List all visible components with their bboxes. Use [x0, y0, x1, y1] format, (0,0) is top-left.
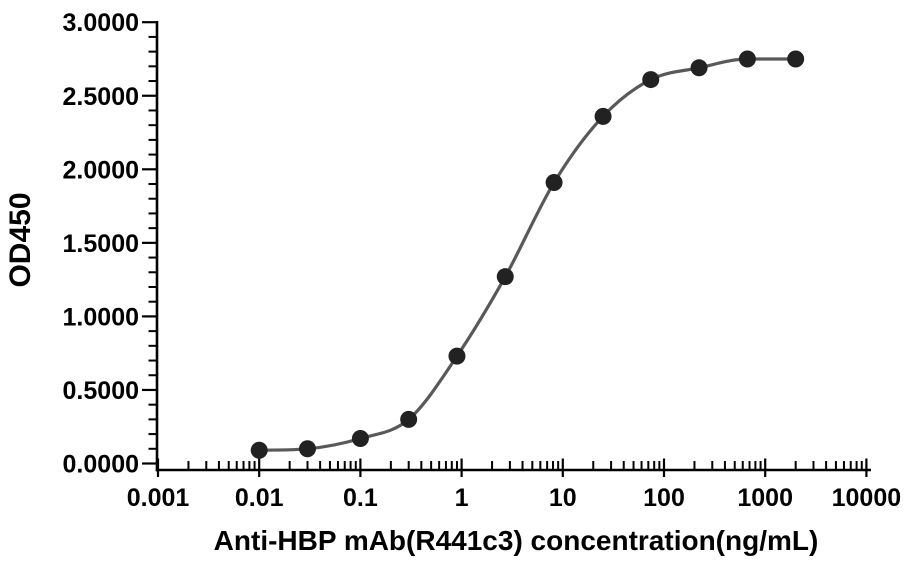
data-point — [400, 410, 418, 428]
x-tick-label: 0.001 — [127, 484, 190, 512]
data-point — [642, 71, 660, 89]
data-point — [545, 174, 563, 192]
x-tick-label: 0.1 — [343, 484, 378, 512]
y-tick-label: 1.0000 — [63, 303, 139, 331]
y-tick-label: 2.5000 — [63, 83, 139, 111]
data-point — [250, 441, 268, 459]
data-point — [351, 429, 369, 447]
data-point — [298, 440, 316, 458]
data-point — [594, 107, 612, 125]
data-point — [690, 59, 708, 77]
x-tick-label: 1 — [455, 484, 469, 512]
y-tick-label: 0.5000 — [63, 377, 139, 405]
data-point — [496, 268, 514, 286]
y-tick-label: 3.0000 — [63, 9, 139, 37]
x-tick-label: 10000 — [832, 484, 902, 512]
x-tick-label: 0.01 — [235, 484, 284, 512]
y-tick-label: 0.0000 — [63, 451, 139, 479]
fit-curve — [259, 57, 796, 452]
x-tick-label: 100 — [643, 484, 685, 512]
data-point — [738, 50, 756, 68]
y-tick-label: 1.5000 — [63, 230, 139, 258]
x-axis-title: Anti-HBP mAb(R441c3) concentration(ng/mL… — [213, 525, 819, 556]
y-tick-label: 2.0000 — [63, 156, 139, 184]
x-tick-label: 10 — [549, 484, 577, 512]
x-tick-label: 1000 — [737, 484, 793, 512]
data-point — [787, 50, 805, 68]
y-axis-title: OD450 — [4, 192, 37, 288]
data-point — [448, 347, 466, 365]
